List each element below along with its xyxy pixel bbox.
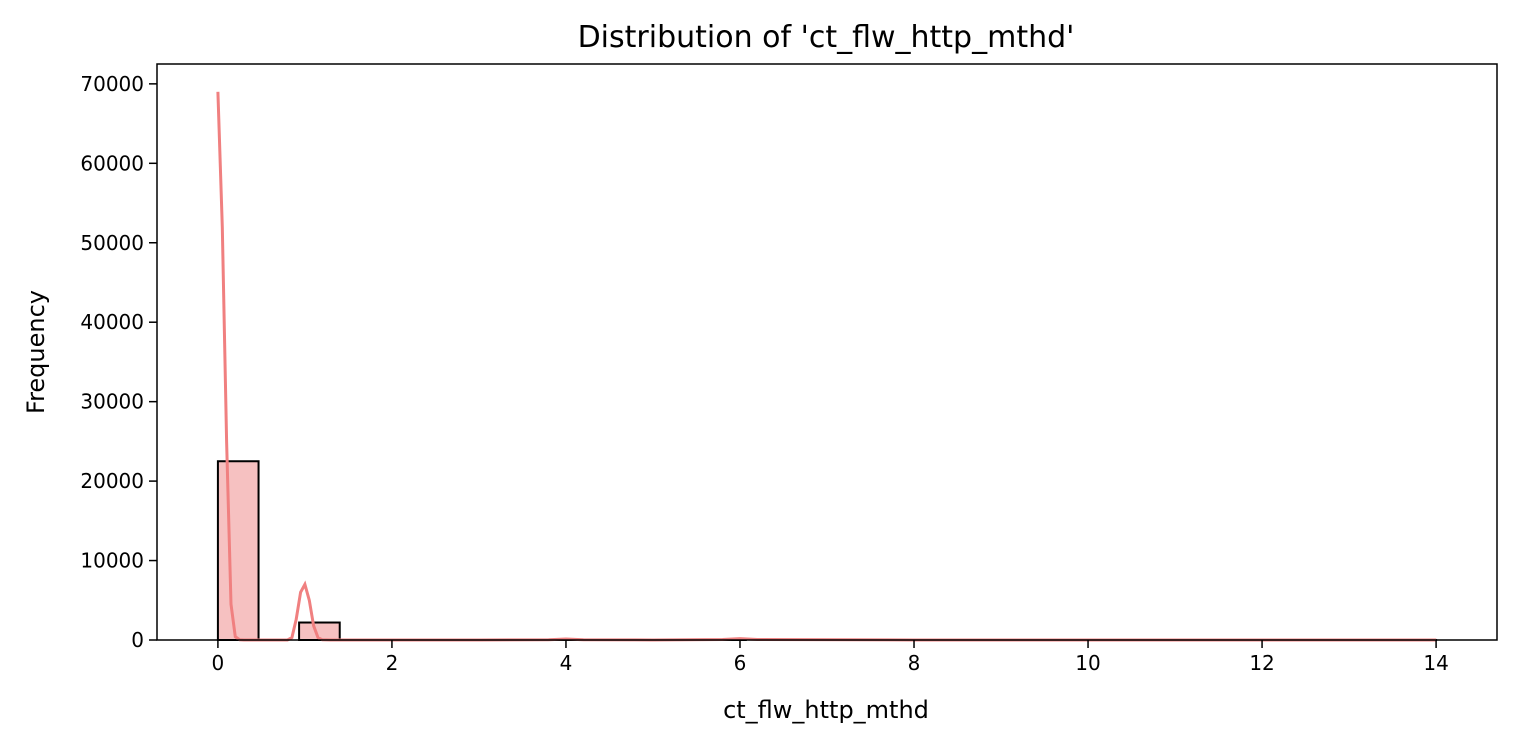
x-tick-label: 14 [1423, 651, 1448, 675]
x-tick-label: 0 [212, 651, 225, 675]
x-tick-label: 6 [734, 651, 747, 675]
kde-line [216, 91, 1437, 642]
x-tick-label: 2 [386, 651, 399, 675]
y-tick-label: 50000 [80, 231, 144, 255]
x-axis-label: ct_flw_http_mthd [723, 696, 929, 724]
y-tick-label: 60000 [80, 151, 144, 175]
bars-group [216, 460, 1438, 642]
y-tick-label: 30000 [80, 390, 144, 414]
y-tick-label: 0 [131, 628, 144, 652]
plot-frame [156, 63, 1498, 641]
x-tick-label: 12 [1249, 651, 1274, 675]
x-tick-label: 10 [1075, 651, 1100, 675]
y-tick-label: 40000 [80, 310, 144, 334]
y-tick-label: 70000 [80, 72, 144, 96]
y-tick-label: 20000 [80, 469, 144, 493]
histogram-bar [216, 460, 260, 642]
y-axis-ticks: 0 10000 20000 30000 40000 50000 60000 70000 [80, 72, 157, 652]
y-tick-label: 10000 [80, 549, 144, 573]
x-tick-label: 4 [560, 651, 573, 675]
x-tick-label: 8 [908, 651, 921, 675]
y-axis-label: Frequency [22, 290, 50, 414]
chart-title: Distribution of 'ct_flw_http_mthd' [578, 20, 1075, 55]
x-axis-ticks: 0 2 4 6 8 10 12 14 [212, 640, 1449, 675]
